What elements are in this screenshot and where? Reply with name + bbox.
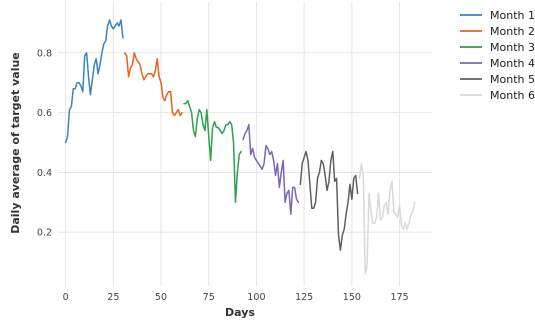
x-tick-label: 100 — [247, 292, 265, 303]
series-line-month-5 — [299, 150, 359, 251]
series-line-month-2 — [124, 52, 183, 117]
legend: Month 1 Month 2 Month 3 Month 4 Month 5 Month… — [460, 9, 535, 102]
y-tick-label: 0.8 — [37, 48, 52, 59]
legend-label: Month 6 — [490, 89, 535, 102]
x-tick-label: 25 — [107, 292, 119, 303]
y-tick-label: 0.4 — [37, 168, 52, 179]
x-tick-label: 0 — [63, 292, 69, 303]
legend-label: Month 3 — [490, 41, 535, 54]
legend-label: Month 5 — [490, 73, 535, 86]
series-line-month-1 — [64, 19, 124, 144]
x-tick-label: 125 — [295, 292, 313, 303]
tick-labels: 0 25 50 75 100 125 150 175 0.2 0.4 0.6 0.8 — [37, 48, 409, 303]
grid — [58, 2, 432, 286]
x-axis-label: Days — [225, 306, 255, 319]
series-line-month-3 — [183, 99, 242, 204]
legend-label: Month 1 — [490, 9, 535, 22]
x-tick-label: 150 — [343, 292, 361, 303]
x-tick-label: 50 — [155, 292, 167, 303]
legend-label: Month 4 — [490, 57, 535, 70]
legend-label: Month 2 — [490, 25, 535, 38]
x-tick-label: 175 — [390, 292, 408, 303]
series-line-month-4 — [242, 123, 300, 215]
series-line-month-6 — [358, 162, 416, 275]
series-lines — [64, 19, 416, 275]
y-tick-label: 0.2 — [37, 228, 52, 239]
x-tick-label: 75 — [203, 292, 215, 303]
y-tick-label: 0.6 — [37, 108, 52, 119]
y-axis-label: Daily average of target value — [9, 52, 22, 234]
